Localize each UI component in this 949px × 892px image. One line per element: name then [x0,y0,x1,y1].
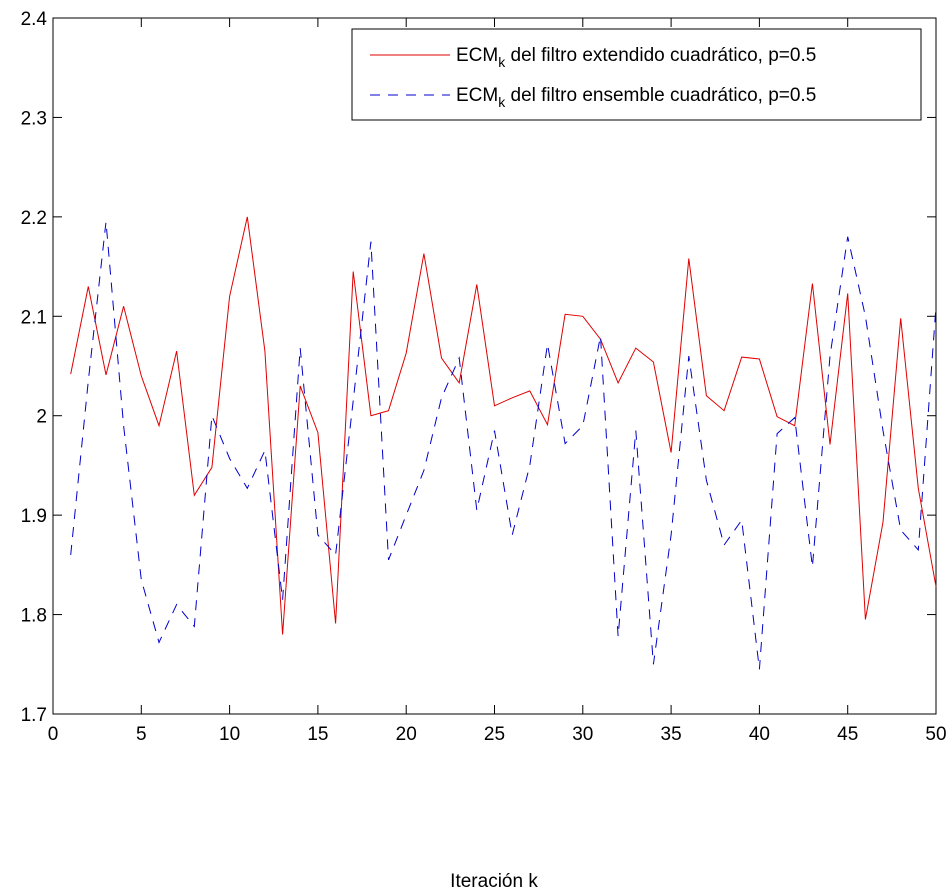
x-tick-label: 0 [48,724,59,745]
y-tick-label: 2 [36,407,47,428]
y-tick-label: 2.3 [21,108,47,129]
y-tick-label: 2.1 [21,307,47,328]
legend: ECMk del filtro extendido cuadrático, p=… [351,28,922,121]
x-tick-label: 30 [572,724,593,745]
legend-label-extendido: ECMk del filtro extendido cuadrático, p=… [456,45,816,70]
legend-label-ensemble: ECMk del filtro ensemble cuadrático, p=0… [456,85,816,110]
axis-tick-labels: 0 5 10 15 20 25 30 35 40 45 50 1.7 1.8 1.9 2 2.1 2.2 2.3 2… [21,9,947,745]
series-line-ensemble [70,221,937,670]
x-tick-label: 45 [837,724,858,745]
x-tick-label: 15 [307,724,328,745]
y-tick-label: 2.4 [21,9,48,30]
x-tick-label: 50 [925,724,946,745]
x-axis-title: Iteración k [450,871,538,892]
x-tick-label: 5 [136,724,147,745]
x-tick-label: 25 [484,724,505,745]
x-tick-label: 40 [749,724,770,745]
series-line-extendido [70,216,937,635]
y-tick-label: 1.7 [21,705,47,726]
x-tick-label: 35 [661,724,682,745]
y-tick-label: 1.9 [21,506,47,527]
data-series [70,216,937,670]
y-tick-label: 2.2 [21,208,47,229]
y-tick-label: 1.8 [21,606,47,627]
x-tick-label: 20 [396,724,417,745]
axis-ticks [52,17,937,715]
legend-box [351,28,922,121]
x-tick-label: 10 [219,724,240,745]
plot-area [52,17,937,715]
